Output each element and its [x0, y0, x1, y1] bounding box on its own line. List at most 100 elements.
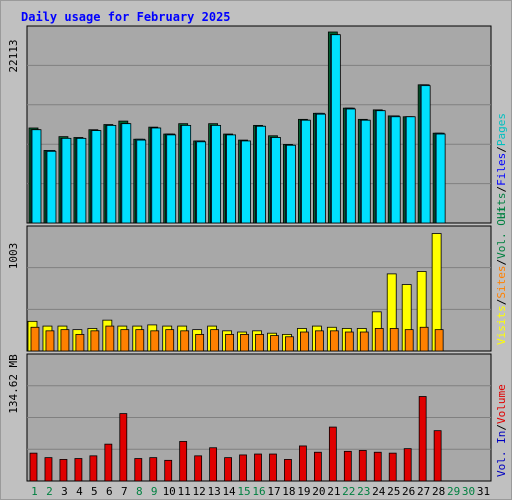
pages-bar: [196, 141, 207, 224]
legend-entry: /: [495, 424, 508, 431]
pages-bar: [271, 137, 281, 224]
sites-bar: [404, 329, 414, 352]
sites-bar: [120, 329, 130, 352]
sites-bar: [270, 335, 279, 352]
volume-bar: [74, 458, 83, 482]
pages-bar: [151, 127, 162, 224]
top-legend: Hits/Files/Pages: [495, 113, 508, 219]
volume-bar: [179, 441, 188, 482]
volume-bar: [284, 459, 292, 482]
volume-bar: [134, 458, 143, 482]
sites-bar: [419, 326, 429, 352]
pages-bar: [91, 130, 102, 224]
pages-bar: [390, 116, 401, 224]
pages-bar: [315, 113, 326, 224]
volume-bar: [104, 443, 113, 482]
pages-bar: [46, 150, 57, 224]
volume-bar: [299, 445, 307, 482]
volume-bar: [119, 413, 128, 482]
x-tick-label: 30: [462, 485, 475, 498]
x-tick-label: 22: [342, 485, 355, 498]
pages-bar: [166, 134, 177, 224]
sites-bar: [285, 336, 294, 352]
pages-bar: [226, 134, 236, 224]
x-tick-label: 10: [163, 485, 176, 498]
legend-entry: Vol. In: [495, 431, 508, 477]
x-tick-label: 31: [477, 485, 490, 498]
sites-bar: [150, 330, 160, 352]
x-tick-label: 21: [327, 485, 340, 498]
x-tick-label: 12: [193, 485, 206, 498]
legend-entry: /: [495, 146, 508, 153]
volume-bar: [418, 396, 427, 482]
volume-bar: [254, 453, 262, 482]
x-tick-label: 7: [121, 485, 128, 498]
legend-entry: /: [495, 259, 508, 266]
legend-entry: Hits: [495, 193, 508, 220]
x-tick-label: 14: [222, 485, 236, 498]
volume-bar: [239, 454, 247, 482]
x-tick-label: 13: [207, 485, 220, 498]
chart-title: Daily usage for February 2025: [21, 10, 231, 24]
volume-bar: [388, 452, 397, 482]
volume-bar: [89, 455, 98, 482]
x-tick-label: 19: [297, 485, 310, 498]
legend-entry: Sites: [495, 266, 508, 299]
x-tick-label: 3: [61, 485, 68, 498]
volume-bar: [328, 426, 337, 482]
volume-bar: [194, 455, 203, 482]
sites-bar: [300, 331, 309, 352]
legend-entry: Vol. Out: [495, 206, 508, 259]
volume-bar: [358, 450, 367, 482]
sites-bar: [45, 330, 55, 352]
pages-bar: [420, 85, 431, 224]
x-tick-label: 2: [46, 485, 53, 498]
volume-bar: [343, 450, 352, 482]
pages-bar: [330, 34, 341, 224]
sites-bar: [434, 329, 444, 352]
x-tick-label: 25: [387, 485, 400, 498]
sites-bar: [60, 329, 70, 352]
volume-bar: [224, 457, 232, 482]
volume-bar: [209, 447, 218, 482]
sites-bar: [374, 328, 384, 352]
volume-bar: [373, 451, 382, 482]
bottom-panel: 134.62 MB: [7, 353, 492, 482]
x-tick-label: 24: [372, 485, 386, 498]
pages-bar: [360, 119, 371, 224]
pages-bar: [31, 129, 42, 224]
sites-bar: [30, 326, 40, 352]
sites-bar: [180, 330, 190, 352]
x-tick-label: 20: [312, 485, 325, 498]
sites-bar: [90, 330, 100, 352]
x-tick-label: 26: [402, 485, 415, 498]
pages-bar: [241, 140, 251, 224]
sites-bar: [105, 325, 115, 352]
volume-bar: [59, 459, 68, 482]
sites-bar: [344, 331, 354, 352]
top-panel: 22113: [7, 25, 492, 224]
bottom-legend: Vol. In/Volume: [495, 384, 508, 477]
x-tick-label: 15: [237, 485, 250, 498]
volume-bar: [164, 459, 173, 482]
pages-bar: [375, 110, 386, 224]
x-tick-label: 23: [357, 485, 370, 498]
pages-bar: [106, 124, 117, 224]
legend-entry: /: [495, 299, 508, 306]
legend-entry: /: [495, 186, 508, 193]
sites-bar: [240, 333, 249, 352]
sites-bar: [225, 333, 234, 352]
x-tick-label: 27: [417, 485, 430, 498]
volume-bar: [403, 448, 412, 482]
x-tick-label: 16: [252, 485, 265, 498]
x-tick-label: 4: [76, 485, 83, 498]
sites-bar: [135, 329, 145, 352]
pages-bar: [61, 137, 72, 224]
pages-bar: [181, 124, 192, 224]
legend-entry: Visits: [495, 305, 508, 345]
x-tick-label: 8: [136, 485, 143, 498]
x-tick-label: 9: [151, 485, 158, 498]
volume-bar: [313, 451, 322, 482]
